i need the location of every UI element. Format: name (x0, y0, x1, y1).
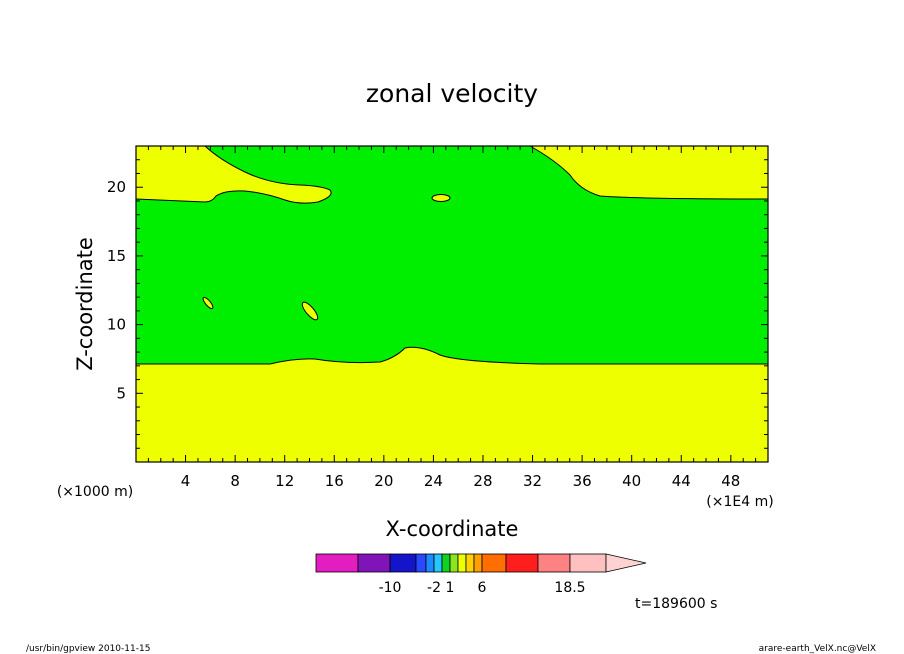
footer-right: arare-earth_VelX.nc@VelX (759, 644, 876, 654)
y-axis-label: Z-coordinate (73, 237, 97, 371)
contour-island-3 (301, 301, 319, 321)
chart-title: zonal velocity (366, 79, 538, 108)
colorbar-swatch (357, 553, 391, 573)
y-tick-label: 10 (107, 316, 126, 334)
x-axis-label: X-coordinate (386, 517, 519, 541)
x-tick-label: 32 (523, 472, 542, 490)
colorbar-swatch (569, 553, 607, 573)
x-tick-label: 4 (181, 472, 191, 490)
y-axis-ticks: 5 10 15 20 (107, 159, 768, 449)
x-tick-label: 40 (622, 472, 641, 490)
y-tick-label: 20 (107, 178, 126, 196)
colorbar-swatch (425, 553, 435, 573)
y-tick-label: 5 (116, 384, 126, 402)
x-tick-label: 16 (325, 472, 344, 490)
contour-island-2 (202, 296, 214, 310)
colorbar-tick-label: 6 (478, 580, 487, 596)
colorbar-tick-label: -10 (379, 580, 402, 596)
colorbar-swatch (449, 553, 459, 573)
colorbar-swatch (537, 553, 571, 573)
contour-island-1 (431, 194, 451, 202)
colorbar-tick-label: 1 (446, 580, 455, 596)
colorbar-swatch (389, 553, 417, 573)
x-axis-ticks: 4 8 12 16 20 24 28 32 36 40 44 48 (147, 146, 757, 490)
x-tick-label: 48 (721, 472, 740, 490)
colorbar-swatch (415, 553, 427, 573)
contour-region-upper (135, 145, 769, 365)
colorbar-labels: -10 -2 1 6 18.5 (379, 580, 586, 596)
y-tick-label: 15 (107, 247, 126, 265)
colorbar-swatch (315, 553, 359, 573)
colorbar-swatch (441, 553, 451, 573)
x-tick-label: 36 (573, 472, 592, 490)
footer-left: /usr/bin/gpview 2010-11-15 (26, 644, 150, 654)
x-scale-note: (×1E4 m) (706, 494, 773, 510)
y-scale-note: (×1000 m) (57, 484, 133, 500)
colorbar-swatch (433, 553, 443, 573)
colorbar-swatch (473, 553, 483, 573)
x-tick-label: 24 (424, 472, 443, 490)
x-tick-label: 44 (672, 472, 691, 490)
colorbar-swatch (457, 553, 467, 573)
colorbar-swatch (465, 553, 475, 573)
colorbar-arrow (605, 553, 647, 573)
x-tick-label: 28 (473, 472, 492, 490)
colorbar-tick-label: -2 (427, 580, 441, 596)
colorbar-swatch (481, 553, 507, 573)
x-tick-label: 8 (230, 472, 240, 490)
colorbar-swatch (505, 553, 539, 573)
colorbar-tick-label: 18.5 (554, 580, 585, 596)
plot-frame (135, 145, 769, 463)
colorbar (315, 553, 647, 573)
time-label: t=189600 s (635, 596, 717, 612)
x-tick-label: 12 (275, 472, 294, 490)
x-tick-label: 20 (374, 472, 393, 490)
